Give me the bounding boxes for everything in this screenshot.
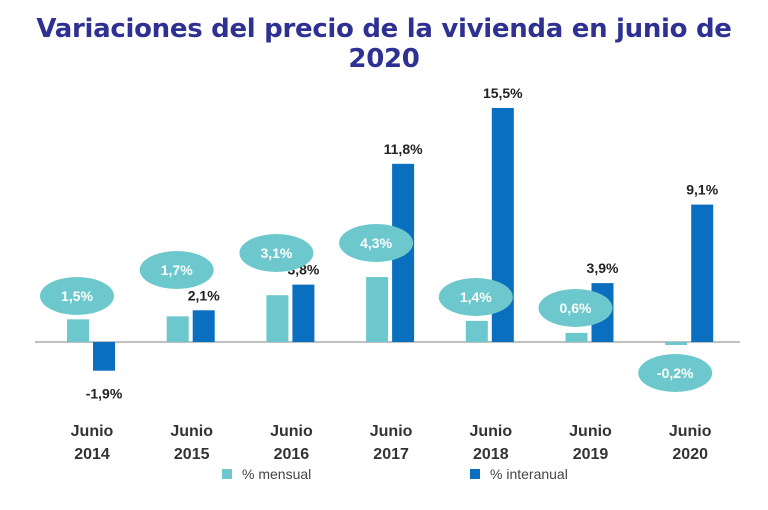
bar-mensual — [166, 316, 189, 342]
bubble-mensual — [438, 278, 513, 316]
legend-item-mensual: % mensual — [222, 466, 311, 482]
category-label-line1: Junio — [170, 423, 213, 440]
category-label-line1: Junio — [370, 423, 413, 440]
bubble-mensual — [40, 277, 114, 315]
bubble-mensual — [638, 354, 713, 392]
data-label-mensual: 1,4% — [460, 289, 492, 305]
bar-interanual — [192, 310, 215, 342]
data-label-interanual: 11,8% — [384, 141, 423, 157]
data-label-mensual: 0,6% — [560, 300, 592, 316]
bar-interanual — [292, 284, 315, 342]
category-label-line1: Junio — [569, 423, 612, 440]
bar-mensual — [465, 320, 488, 342]
bar-mensual — [67, 319, 89, 342]
legend-label-interanual: % interanual — [490, 466, 568, 482]
bar-interanual — [93, 342, 115, 371]
bubble-mensual — [239, 234, 314, 272]
category-label-line2: 2019 — [573, 446, 609, 463]
legend-swatch-interanual — [470, 469, 480, 479]
bar-mensual — [366, 277, 389, 342]
category-label-line1: Junio — [270, 423, 313, 440]
data-label-interanual: 15,5% — [483, 85, 523, 101]
category-label-line2: 2015 — [174, 446, 210, 463]
data-label-interanual: 9,1% — [686, 182, 718, 198]
data-label-mensual: 1,5% — [61, 288, 93, 304]
data-label-mensual: -0,2% — [657, 365, 694, 381]
legend-label-mensual: % mensual — [242, 466, 312, 482]
bubble-mensual — [339, 224, 414, 262]
bar-interanual — [691, 204, 714, 342]
category-label-line2: 2017 — [373, 446, 409, 463]
bar-mensual — [565, 332, 588, 342]
category-label-line1: Junio — [669, 423, 712, 440]
data-label-interanual: -1,9% — [86, 386, 123, 402]
legend-swatch-mensual — [222, 469, 232, 479]
chart-legend: % mensual % interanual — [0, 466, 768, 490]
category-label-line2: 2020 — [672, 446, 708, 463]
bar-mensual — [665, 342, 688, 346]
data-label-mensual: 4,3% — [360, 235, 392, 251]
bar-chart: -1,9%1,5%Junio20142,1%1,7%Junio20153,8%3… — [35, 85, 740, 463]
data-label-mensual: 3,1% — [260, 245, 292, 261]
category-label-line2: 2018 — [473, 446, 509, 463]
bubble-mensual — [139, 251, 214, 289]
bar-mensual — [266, 295, 289, 342]
category-label-line1: Junio — [71, 423, 114, 440]
data-label-interanual: 2,1% — [188, 287, 220, 303]
category-label-line2: 2016 — [274, 446, 310, 463]
data-label-interanual: 3,9% — [587, 260, 619, 276]
chart-title: Variaciones del precio de la vivienda en… — [36, 14, 732, 74]
bubble-mensual — [538, 289, 613, 327]
legend-item-interanual: % interanual — [470, 466, 568, 482]
category-label-line2: 2014 — [74, 446, 110, 463]
data-label-mensual: 1,7% — [161, 262, 193, 278]
category-label-line1: Junio — [469, 423, 512, 440]
